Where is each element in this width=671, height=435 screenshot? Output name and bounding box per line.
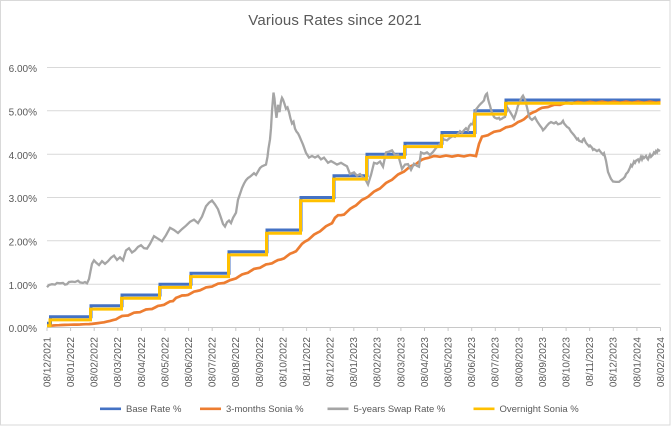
svg-text:08/02/2022: 08/02/2022 [90,337,101,387]
svg-text:08/08/2023: 08/08/2023 [514,337,525,387]
svg-text:08/12/2023: 08/12/2023 [609,337,620,387]
svg-text:0.00%: 0.00% [9,324,37,335]
svg-text:Various Rates since 2021: Various Rates since 2021 [248,12,421,29]
svg-text:08/07/2022: 08/07/2022 [208,337,219,387]
svg-text:Overnight Sonia %: Overnight Sonia % [500,404,580,415]
svg-text:08/09/2023: 08/09/2023 [538,337,549,387]
svg-text:2.00%: 2.00% [9,238,37,249]
svg-text:08/01/2024: 08/01/2024 [632,337,643,387]
svg-text:08/02/2023: 08/02/2023 [373,337,384,387]
svg-text:6.00%: 6.00% [9,64,37,75]
svg-text:08/11/2023: 08/11/2023 [585,337,596,387]
svg-text:08/01/2022: 08/01/2022 [66,337,77,387]
svg-text:08/01/2023: 08/01/2023 [349,337,360,387]
svg-text:3-months Sonia %: 3-months Sonia % [226,404,304,415]
svg-text:08/04/2023: 08/04/2023 [420,337,431,387]
svg-text:08/10/2023: 08/10/2023 [562,337,573,387]
svg-text:08/08/2022: 08/08/2022 [231,337,242,387]
svg-text:08/07/2023: 08/07/2023 [491,337,502,387]
svg-text:08/11/2022: 08/11/2022 [302,337,313,387]
svg-text:08/12/2022: 08/12/2022 [326,337,337,387]
svg-text:1.00%: 1.00% [9,281,37,292]
svg-text:08/04/2022: 08/04/2022 [137,337,148,387]
svg-text:08/03/2023: 08/03/2023 [396,337,407,387]
svg-text:08/05/2023: 08/05/2023 [444,337,455,387]
svg-text:08/12/2021: 08/12/2021 [42,337,53,387]
svg-text:4.00%: 4.00% [9,151,37,162]
svg-text:5-years Swap Rate %: 5-years Swap Rate % [354,404,446,415]
svg-text:3.00%: 3.00% [9,194,37,205]
svg-text:08/06/2023: 08/06/2023 [467,337,478,387]
svg-text:08/10/2022: 08/10/2022 [278,337,289,387]
svg-text:08/09/2022: 08/09/2022 [255,337,266,387]
svg-text:08/06/2022: 08/06/2022 [184,337,195,387]
svg-text:08/03/2022: 08/03/2022 [113,337,124,387]
svg-text:08/05/2022: 08/05/2022 [160,337,171,387]
svg-text:5.00%: 5.00% [9,108,37,119]
svg-text:Base Rate %: Base Rate % [126,404,182,415]
svg-text:08/02/2024: 08/02/2024 [656,337,667,387]
